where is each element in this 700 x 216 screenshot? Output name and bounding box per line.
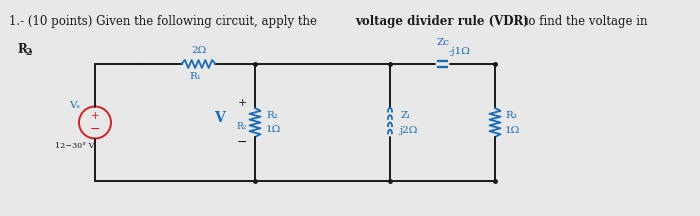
- Text: R₁: R₁: [190, 72, 202, 81]
- Text: 1Ω: 1Ω: [266, 125, 281, 134]
- Text: 2Ω: 2Ω: [191, 46, 206, 55]
- Text: −: −: [237, 136, 247, 149]
- Text: -j1Ω: -j1Ω: [449, 47, 470, 56]
- Text: +: +: [91, 111, 99, 121]
- Text: V: V: [214, 111, 225, 125]
- Text: 12−30° V: 12−30° V: [55, 143, 94, 151]
- Text: −: −: [90, 123, 100, 136]
- Text: Zc: Zc: [437, 38, 450, 47]
- Text: Zₗ: Zₗ: [401, 111, 411, 120]
- Text: R₂: R₂: [266, 111, 278, 120]
- Text: +: +: [237, 97, 246, 108]
- Text: R: R: [18, 43, 27, 56]
- Text: Vₛ: Vₛ: [69, 101, 80, 110]
- Text: voltage divider rule (VDR): voltage divider rule (VDR): [356, 15, 529, 28]
- Text: 2: 2: [26, 48, 32, 57]
- Text: R₃: R₃: [505, 111, 517, 120]
- Text: to find the voltage in: to find the voltage in: [520, 15, 648, 28]
- Text: R₂: R₂: [236, 122, 246, 131]
- Text: 1.- (10 points) Given the following circuit, apply the: 1.- (10 points) Given the following circ…: [9, 15, 321, 28]
- Text: 1Ω: 1Ω: [505, 126, 520, 135]
- Text: j2Ω: j2Ω: [399, 126, 417, 135]
- Text: .: .: [29, 43, 33, 56]
